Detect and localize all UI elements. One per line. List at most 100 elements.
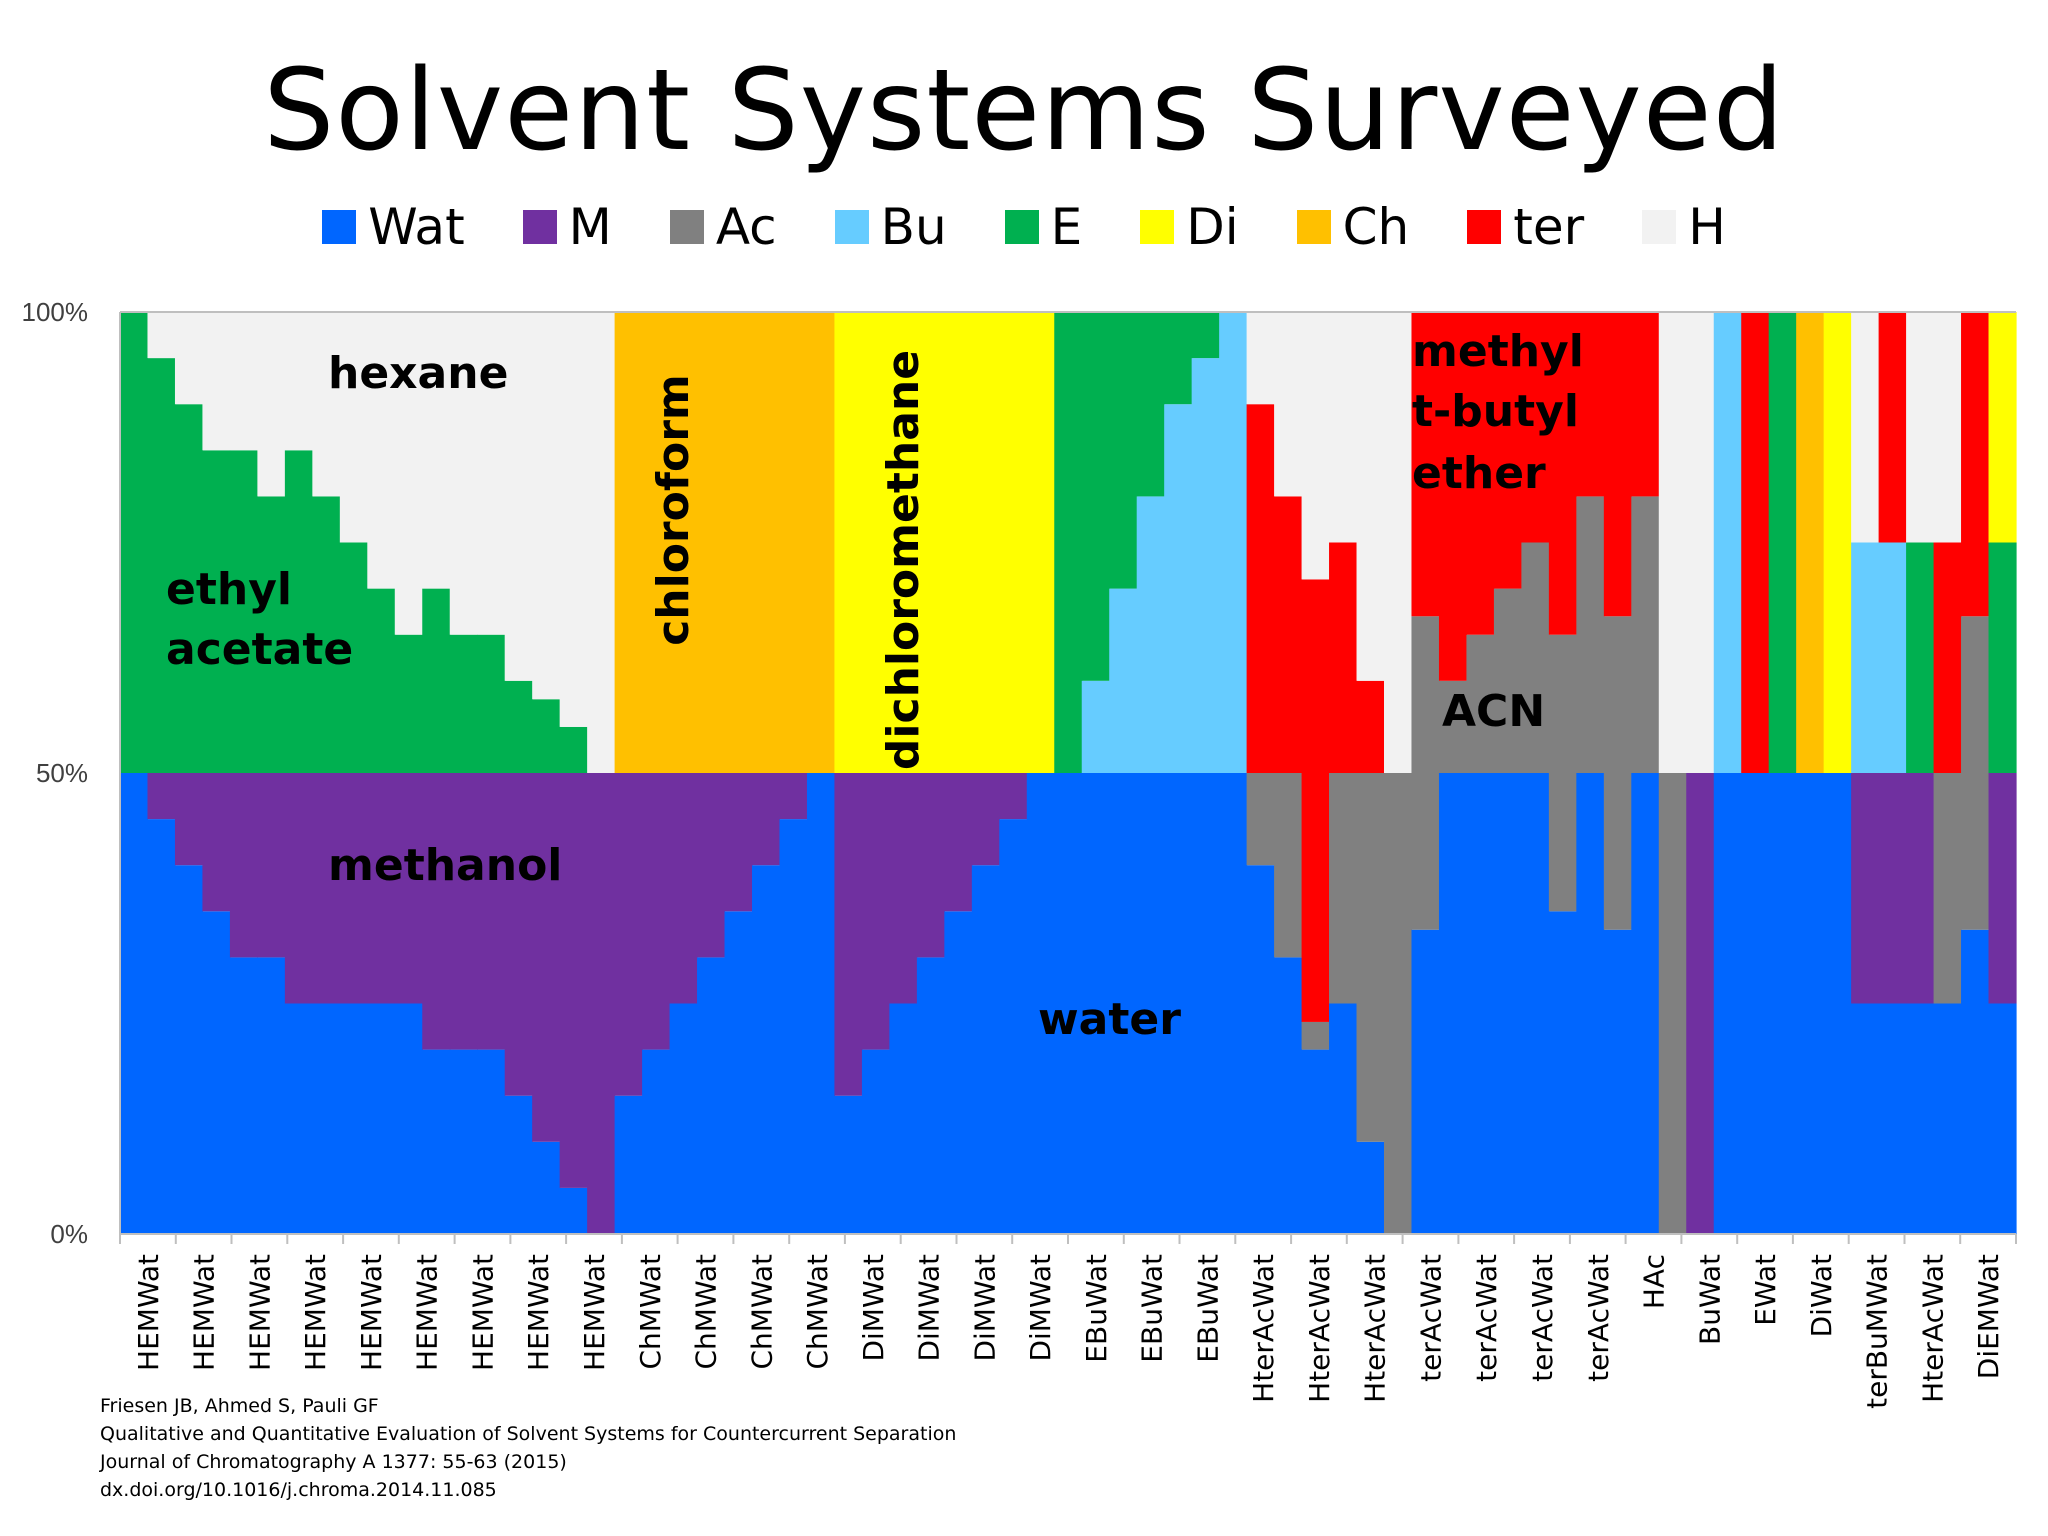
citation-authors: Friesen JB, Ahmed S, Pauli GF [100,1395,379,1417]
bar-segment-wat [1109,773,1138,1234]
bar-segment-m [916,773,945,958]
bar-segment-di [1026,312,1055,773]
bar-segment-m [999,773,1028,820]
bar-segment-wat [1906,1003,1935,1234]
x-tick-label: HterAcWat [1303,1254,1336,1403]
bar-segment-m [394,773,423,1004]
bar-segment-m [614,773,643,1096]
bar-segment-wat [504,1095,533,1234]
chart-title: Solvent Systems Surveyed [263,46,1785,176]
bar-segment-ch [724,312,753,773]
bar-segment-e [257,496,286,773]
bar-segment-wat [1438,773,1468,1234]
bar-segment-wat [806,773,836,1234]
bar-segment-h [229,312,258,451]
annotation-label: t-butyl [1412,386,1579,437]
annotation-label: chloroform [648,374,699,646]
bar-segment-e [202,450,231,773]
bar-segment-m [339,773,368,1004]
bar-segment-h [147,312,176,359]
bar-segment-ch [642,312,671,773]
bar-segment-wat [944,911,973,1234]
bar-segment-wat [1466,773,1495,1234]
bar-segment-wat [1081,773,1110,1234]
bar-segment-ac [1493,588,1522,773]
bar-segment-m [532,773,561,1142]
bar-segment-h [312,312,341,497]
legend-item-ch: Ch [1296,198,1410,256]
bar-segment-h [449,312,478,635]
legend-swatch [1642,210,1677,244]
legend-swatch [1296,210,1331,244]
x-tick-label: DiMWat [857,1254,890,1362]
bar-segment-ac [1384,773,1413,1234]
citation-doi: dx.doi.org/10.1016/j.chroma.2014.11.085 [100,1479,497,1501]
annotation-label: acetate [166,624,353,675]
bar-segment-ter [1246,404,1275,773]
bar-segment-di [1823,312,1852,773]
legend-item-m: M [522,198,612,256]
x-tick-label: HAc [1638,1254,1671,1309]
x-tick-label: terBuMWat [1861,1254,1894,1409]
bar-segment-m [724,773,753,912]
bar-segment-wat [1274,957,1303,1234]
bar-segment-e [532,699,561,773]
bar-segment-e [449,634,478,773]
bar-segment-bu [1136,496,1165,773]
bar-segment-h [1384,312,1413,773]
bar-segment-wat [724,911,753,1234]
x-tick-label: HEMWat [355,1254,388,1371]
bar-segment-ac [1933,773,1962,1004]
bar-segment-di [861,312,890,773]
bar-segment-m [202,773,231,912]
bar-segment-bu [1219,312,1248,773]
legend-label: Ch [1342,198,1410,256]
bar-segment-wat [394,1003,423,1234]
legend-item-ter: ter [1467,198,1584,256]
bar-segment-h [559,312,588,727]
bar-segment-ch [697,312,726,773]
x-tick-label: HEMWat [522,1254,555,1371]
bar-segment-m [257,773,286,958]
legend-swatch [522,210,557,244]
bar-segment-wat [559,1187,588,1234]
bar-segment-h [1356,312,1385,681]
legend-swatch [1140,210,1175,244]
legend-label: Bu [880,198,947,256]
x-tick-label: HterAcWat [1916,1254,1949,1403]
bar-segment-e [422,588,451,773]
bar-segment-ter [1493,312,1522,589]
x-tick-label: EBuWat [1191,1254,1224,1363]
bar-segment-wat [1521,773,1550,1234]
bar-segment-e [367,588,396,773]
bar-segment-e [1136,312,1165,497]
bar-segment-wat [202,911,231,1234]
bar-segment-bu [1164,404,1193,773]
bar-segment-e [1988,542,2017,773]
bar-segment-wat [174,865,204,1234]
bar-segment-ter [1438,312,1468,681]
bar-segment-e [174,404,204,773]
bar-segment-wat [669,1003,698,1234]
bar-segment-wat [120,773,149,1234]
bar-segment-m [477,773,506,1050]
bar-segment-e [394,634,423,773]
bar-segment-h [1658,312,1687,773]
x-tick-label: HterAcWat [1247,1254,1280,1403]
bar-segment-m [1686,773,1715,1234]
legend-item-e: E [1004,198,1082,256]
bar-segment-ch [752,312,781,773]
legend-label: H [1688,198,1726,256]
bar-segment-wat [1988,1003,2017,1234]
bar-segment-wat [916,957,945,1234]
bar-segment-wat [147,819,176,1234]
legend-item-bu: Bu [834,198,947,256]
bar-segment-m [284,773,313,1004]
citation-journal: Journal of Chromatography A 1377: 55-63 … [100,1451,567,1473]
bar-segment-ac [1329,773,1358,1004]
bar-segment-ter [1301,579,1330,1022]
bar-segment-wat [697,957,726,1234]
legend-swatch [834,210,869,244]
annotation-label: ACN [1442,686,1545,737]
bar-segment-ter [1356,680,1385,773]
